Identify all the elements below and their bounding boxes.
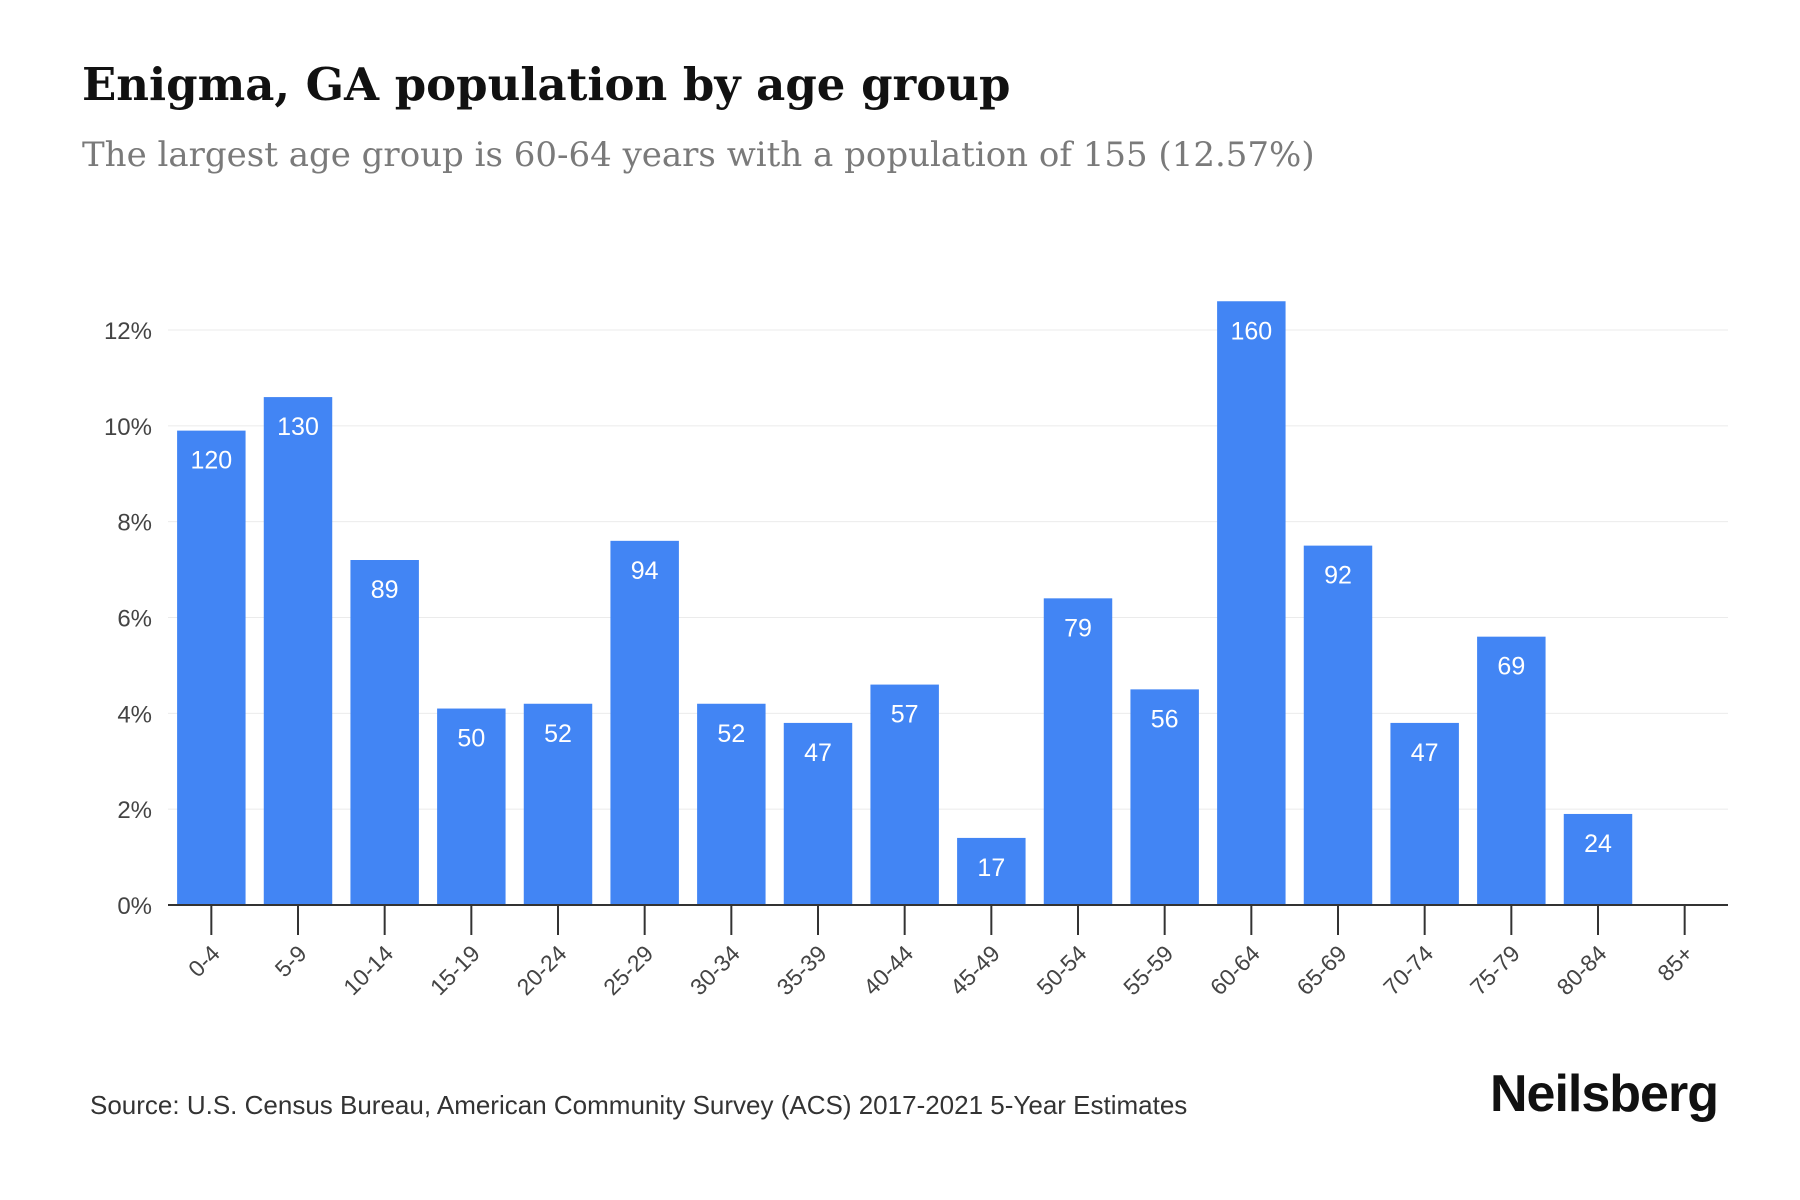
y-tick-label: 12% (104, 318, 152, 345)
source-note: Source: U.S. Census Bureau, American Com… (90, 1090, 1188, 1120)
bar-value-label: 52 (544, 720, 572, 748)
bar-40-44 (870, 684, 939, 905)
x-tick-label: 50-54 (1032, 940, 1092, 1000)
bar-75-79 (1477, 636, 1546, 905)
x-tick-label: 85+ (1652, 940, 1698, 986)
bar-value-label: 130 (277, 413, 319, 441)
bar-5-9 (263, 397, 333, 905)
x-axis: 0-4 5-9 10-14 15-19 20-24 25-29 30-34 35-39 40-4… (168, 904, 1728, 1000)
x-tick-label: 15-19 (425, 940, 485, 1000)
bar-value-label: 47 (804, 739, 832, 767)
y-tick-label: 6% (117, 606, 152, 633)
x-tick-label: 55-59 (1118, 940, 1178, 1000)
bar-20-24 (523, 703, 593, 905)
x-tick-label: 70-74 (1378, 940, 1438, 1000)
y-tick-label: 8% (117, 510, 152, 537)
x-tick-label: 35-39 (772, 940, 832, 1000)
bar-15-19 (437, 708, 506, 905)
bar-35-39 (783, 722, 853, 905)
x-tick-label: 75-79 (1465, 940, 1525, 1000)
x-tick-label: 40-44 (858, 940, 918, 1000)
bar-value-label: 57 (891, 701, 919, 729)
bar-value-label: 47 (1411, 739, 1439, 767)
bar-value-label: 94 (631, 557, 659, 585)
bar-45-49 (957, 837, 1026, 905)
bar-value-label: 50 (457, 725, 485, 753)
y-tick-label: 0% (117, 893, 152, 920)
x-tick-label: 60-64 (1205, 940, 1265, 1000)
bar-value-label: 24 (1584, 830, 1612, 858)
bar-value-label: 56 (1151, 705, 1179, 733)
bar-value-label: 160 (1230, 317, 1272, 345)
x-tick-label: 10-14 (338, 940, 398, 1000)
bar-value-label: 120 (190, 447, 232, 475)
y-tick-label: 4% (117, 701, 152, 728)
x-tick-label: 80-84 (1552, 940, 1612, 1000)
x-tick-label: 5-9 (270, 940, 312, 982)
x-tick-label: 65-69 (1292, 940, 1352, 1000)
x-tick-label: 25-29 (598, 940, 658, 1000)
y-tick-label: 10% (104, 414, 152, 441)
bar-80-84 (1563, 813, 1633, 905)
gridlines (168, 329, 1728, 810)
bar-value-label: 52 (717, 720, 745, 748)
y-axis: 0% 2% 4% 6% 8% 10% 12% (104, 318, 152, 920)
bar-value-label: 17 (977, 854, 1005, 882)
bar-0-4 (177, 430, 246, 905)
bar-65-69 (1303, 545, 1373, 905)
bar-50-54 (1043, 598, 1113, 905)
x-tick-label: 20-24 (512, 940, 572, 1000)
x-tick-label: 45-49 (945, 940, 1005, 1000)
bar-60-64 (1217, 301, 1286, 905)
bar-value-label: 79 (1064, 614, 1092, 642)
bar-value-label: 69 (1497, 653, 1525, 681)
bars: 120 130 89 50 52 94 52 47 57 17 79 56 160 92 47 69 24 (177, 301, 1633, 905)
brand-logo: Neilsberg (1490, 1065, 1719, 1123)
bar-55-59 (1130, 689, 1199, 905)
bar-30-34 (697, 703, 766, 905)
x-tick-label: 0-4 (183, 940, 225, 982)
y-tick-label: 2% (117, 797, 152, 824)
chart-title: Enigma, GA population by age group (82, 58, 1011, 111)
bar-70-74 (1390, 722, 1459, 905)
bar-10-14 (350, 560, 419, 905)
x-tick-label: 30-34 (685, 940, 745, 1000)
bar-25-29 (610, 540, 679, 905)
chart-subtitle: The largest age group is 60-64 years wit… (82, 135, 1315, 175)
bar-value-label: 89 (371, 576, 399, 604)
bar-value-label: 92 (1324, 562, 1352, 590)
